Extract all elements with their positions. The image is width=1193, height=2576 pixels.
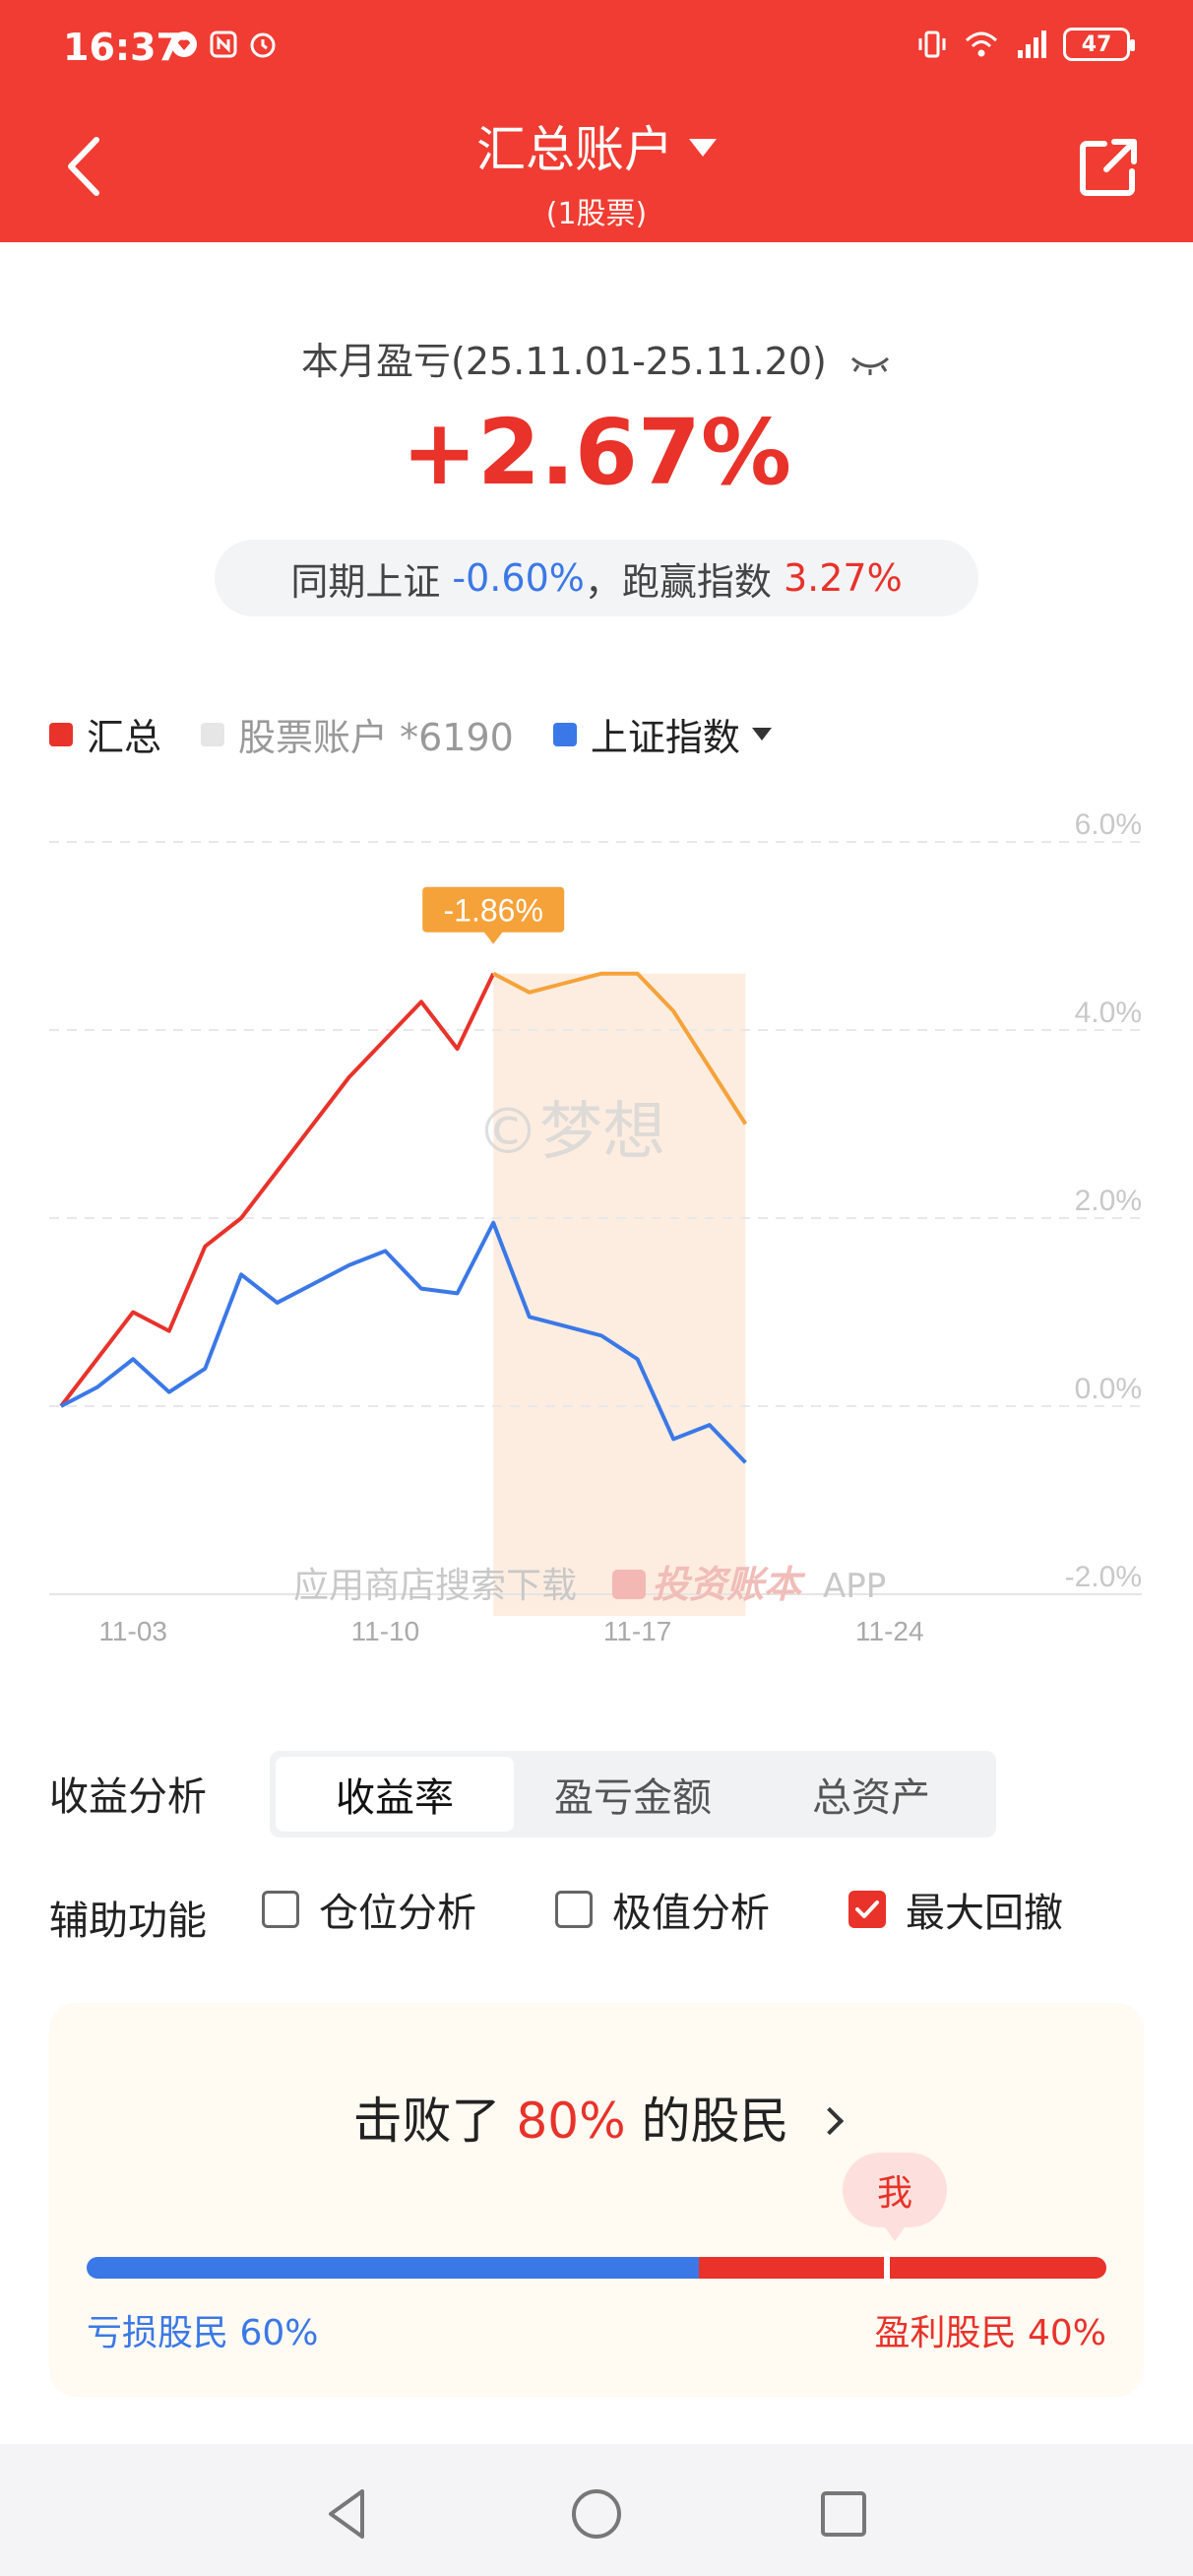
promo-logo-icon: [612, 1570, 646, 1599]
account-selector[interactable]: 汇总账户 (1股票): [0, 110, 1193, 232]
x-tick-label: 11-03: [98, 1616, 167, 1646]
dropdown-triangle-icon: [751, 728, 772, 741]
rank-title: 击败了 80% 的股民: [49, 2082, 1144, 2153]
x-tick-label: 11-10: [351, 1616, 420, 1646]
page-title: 汇总账户: [476, 121, 673, 178]
status-time: 16:37: [63, 26, 182, 69]
x-tick-label: 11-24: [855, 1616, 924, 1646]
eye-closed-icon[interactable]: [848, 353, 892, 376]
checkbox-checked[interactable]: [848, 1891, 886, 1928]
page-subtitle: (1股票): [545, 197, 648, 231]
rank-card[interactable]: 击败了 80% 的股民 我 亏损股民 60% 盈利股民 40%: [49, 2003, 1144, 2397]
legend-item-index[interactable]: 上证指数: [552, 707, 772, 761]
seg-profit-amount[interactable]: 盈亏金额: [554, 1775, 712, 1821]
rank-bar: [87, 2257, 1106, 2279]
system-nav-bar: [0, 2452, 1193, 2576]
check-position-analysis[interactable]: 仓位分析: [262, 1881, 476, 1938]
legend-item-account[interactable]: 股票账户 *6190: [201, 707, 514, 761]
promo-text: 应用商店搜索下载: [293, 1566, 577, 1606]
monthly-return: +2.67%: [401, 400, 792, 505]
chevron-right-icon: [816, 2106, 845, 2135]
checkmark-icon: [855, 1900, 879, 1918]
drawdown-series-line: [492, 971, 748, 1126]
promo-suffix: APP: [823, 1567, 886, 1606]
analysis-label: 收益分析: [49, 1774, 207, 1820]
seg-total-assets[interactable]: 总资产: [812, 1775, 930, 1821]
back-arrow-icon[interactable]: [55, 132, 114, 201]
outperform-value: 3.27%: [783, 556, 903, 600]
share-icon[interactable]: [1077, 136, 1140, 199]
drawdown-area: [493, 973, 746, 1616]
aux-checks: 仓位分析 极值分析 最大回撤: [262, 1881, 1063, 1938]
y-tick-label: 4.0%: [1075, 997, 1142, 1029]
status-bar: 16:37 47: [0, 0, 1193, 98]
y-tick-label: 0.0%: [1075, 1373, 1142, 1405]
drawdown-label-bg: [422, 886, 565, 933]
analysis-segmented-control: 收益率 盈亏金额 总资产: [270, 1751, 996, 1837]
nav-home-icon[interactable]: [562, 2479, 631, 2548]
period-label: 本月盈亏(25.11.01-25.11.20): [0, 331, 1193, 385]
nav-back-icon[interactable]: [313, 2479, 382, 2548]
x-tick-label: 11-17: [603, 1616, 672, 1646]
alarm-icon: [250, 32, 276, 58]
legend-item-total[interactable]: 汇总: [49, 707, 161, 761]
signal-icon: [1018, 31, 1046, 58]
checkbox[interactable]: [262, 1891, 299, 1928]
profit-segment: [698, 2257, 1106, 2279]
battery-indicator: 47: [1063, 28, 1135, 61]
total-series-line: [59, 972, 496, 1408]
index-series-line: [60, 1220, 747, 1464]
return-chart[interactable]: 6.0% 4.0% 2.0% 0.0% -2.0% 11-03 11-10 11-17 11-2…: [0, 774, 1193, 1906]
drawdown-label-pointer: [483, 931, 504, 944]
aux-label: 辅助功能: [49, 1899, 207, 1944]
seg-return-rate[interactable]: 收益率: [276, 1757, 514, 1832]
dropdown-triangle-icon: [689, 139, 717, 157]
return-chart-svg: 6.0% 4.0% 2.0% 0.0% -2.0% 11-03 11-10 11-17 11-2…: [49, 808, 1142, 1646]
vibrate-icon: [918, 31, 946, 58]
chart-legend: 汇总 股票账户 *6190 上证指数: [49, 707, 811, 761]
wifi-icon: [965, 32, 998, 57]
main-card: 本月盈亏(25.11.01-25.11.20) +2.67% 同期上证 -0.6…: [0, 242, 1193, 2444]
index-return: -0.60%: [452, 556, 585, 600]
index-compare-pill: 同期上证 -0.60% ，跑赢指数 3.27%: [215, 540, 978, 616]
y-tick-label: 6.0%: [1075, 808, 1142, 841]
me-marker: [884, 2251, 890, 2285]
drawdown-label: -1.86%: [444, 893, 543, 929]
profit-label: 盈利股民 40%: [874, 2313, 1106, 2353]
check-max-drawdown[interactable]: 最大回撤: [848, 1881, 1063, 1938]
y-tick-label: 2.0%: [1075, 1185, 1142, 1217]
health-icon: [171, 32, 197, 57]
watermark: ©梦想: [476, 1096, 665, 1169]
loss-segment: [87, 2257, 699, 2279]
loss-label: 亏损股民 60%: [87, 2313, 319, 2353]
nfc-icon: [210, 31, 237, 58]
checkbox[interactable]: [555, 1891, 593, 1928]
app-header: 16:37 47 汇总账户 (1股票): [0, 0, 1193, 242]
check-extreme-analysis[interactable]: 极值分析: [555, 1881, 770, 1938]
nav-recents-icon[interactable]: [809, 2479, 878, 2548]
me-bubble: 我: [843, 2153, 947, 2241]
y-tick-label: -2.0%: [1065, 1561, 1142, 1593]
promo-brand: 投资账本: [652, 1563, 806, 1606]
